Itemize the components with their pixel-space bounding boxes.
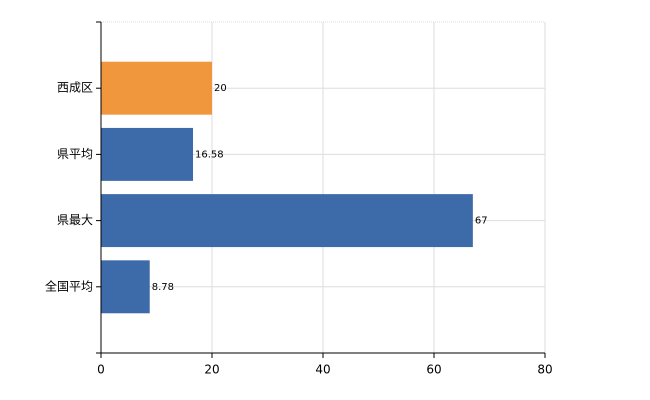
bar <box>101 61 212 115</box>
value-label: 8.78 <box>152 282 174 293</box>
value-label: 67 <box>475 216 488 227</box>
y-tick-label: 県最大 <box>57 213 93 227</box>
bar <box>101 127 194 181</box>
x-tick-label: 20 <box>204 363 219 377</box>
y-tick-label: 全国平均 <box>45 278 93 293</box>
y-tick-label: 西成区 <box>57 81 93 95</box>
value-label: 20 <box>214 83 227 94</box>
value-label: 16.58 <box>195 149 224 160</box>
x-tick-label: 60 <box>426 363 441 377</box>
x-tick-label: 80 <box>537 363 552 377</box>
bar <box>101 194 473 248</box>
x-tick-label: 0 <box>97 363 105 377</box>
x-tick-label: 40 <box>315 363 330 377</box>
y-tick-label: 県平均 <box>57 147 93 161</box>
bar <box>101 260 150 314</box>
